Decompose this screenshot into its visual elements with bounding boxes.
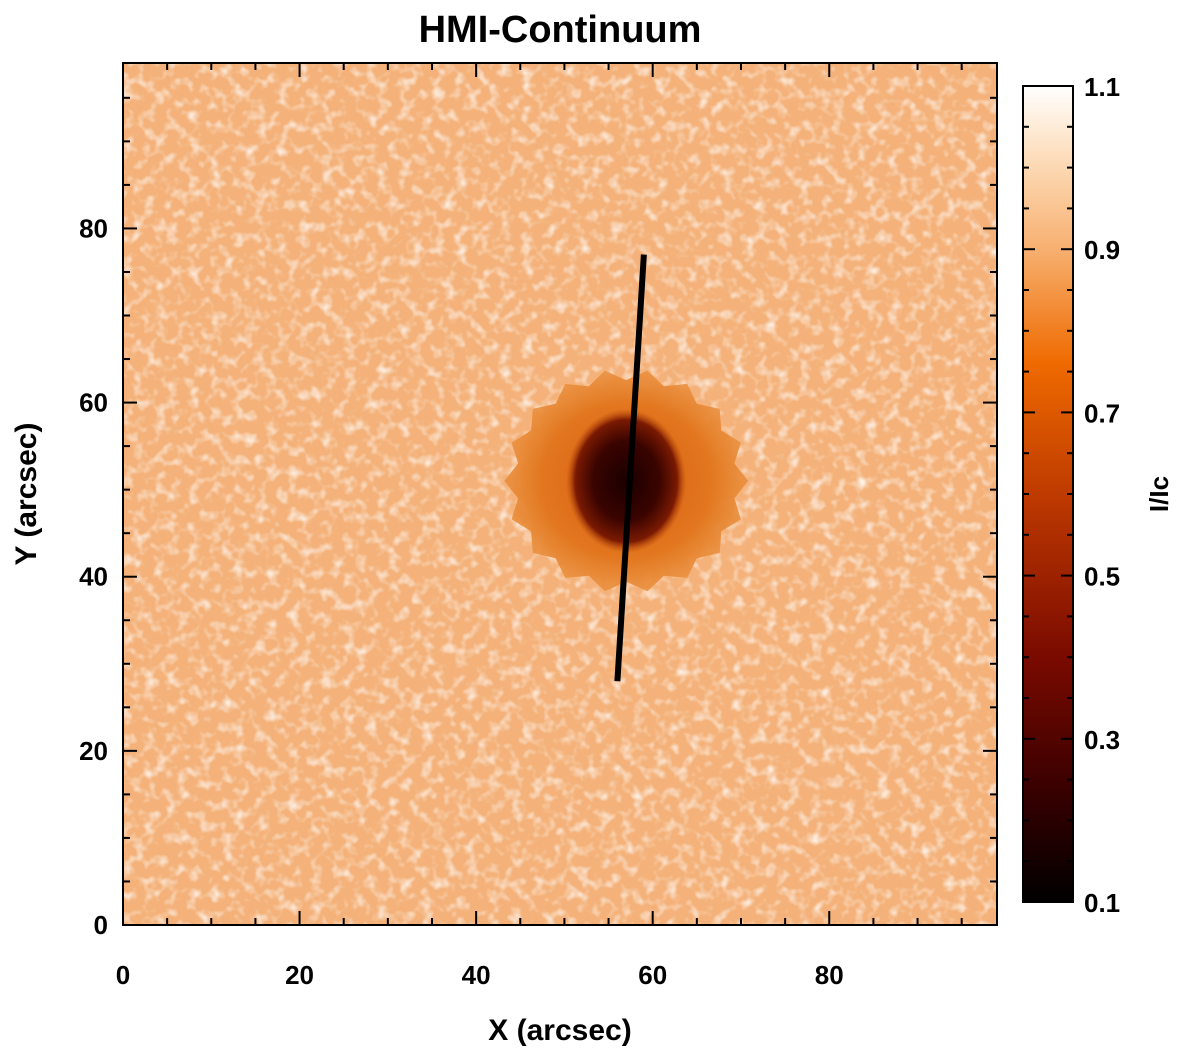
- y-tick-label: 60: [79, 388, 108, 418]
- colorbar-tick-label: 0.1: [1084, 888, 1120, 918]
- x-axis-label: X (arcsec): [488, 1014, 631, 1047]
- colorbar-tick-label: 0.3: [1084, 725, 1120, 755]
- x-axis: 0 20 40 60 80: [116, 63, 963, 990]
- colorbar-label: I/Ic: [1144, 476, 1174, 512]
- colorbar-tick-label: 0.7: [1084, 398, 1120, 428]
- chart-title: HMI-Continuum: [419, 9, 702, 51]
- colorbar-tick-label: 1.1: [1084, 72, 1120, 102]
- colorbar-fill: [1022, 85, 1074, 903]
- y-axis: 0 20 40 60 80: [79, 96, 997, 940]
- colorbar-tick-label: 0.5: [1084, 562, 1120, 592]
- x-tick-label: 80: [815, 960, 844, 990]
- y-tick-label: 20: [79, 736, 108, 766]
- x-tick-label: 20: [285, 960, 314, 990]
- plot-frame: [122, 62, 998, 926]
- colorbar-tick-label: 0.9: [1084, 235, 1120, 265]
- y-tick-label: 80: [79, 213, 108, 243]
- x-tick-label: 40: [462, 960, 491, 990]
- x-tick-label: 0: [116, 960, 130, 990]
- colorbar: 0.1 0.3 0.5 0.7 0.9 1.1 I/Ic: [1022, 72, 1174, 918]
- y-tick-label: 0: [94, 910, 108, 940]
- y-tick-label: 40: [79, 562, 108, 592]
- plot-area: [123, 63, 997, 925]
- x-tick-label: 60: [638, 960, 667, 990]
- spectrograph-slit: [614, 254, 647, 682]
- sunspot-umbra: [566, 408, 687, 553]
- y-axis-label: Y (arcsec): [10, 423, 43, 566]
